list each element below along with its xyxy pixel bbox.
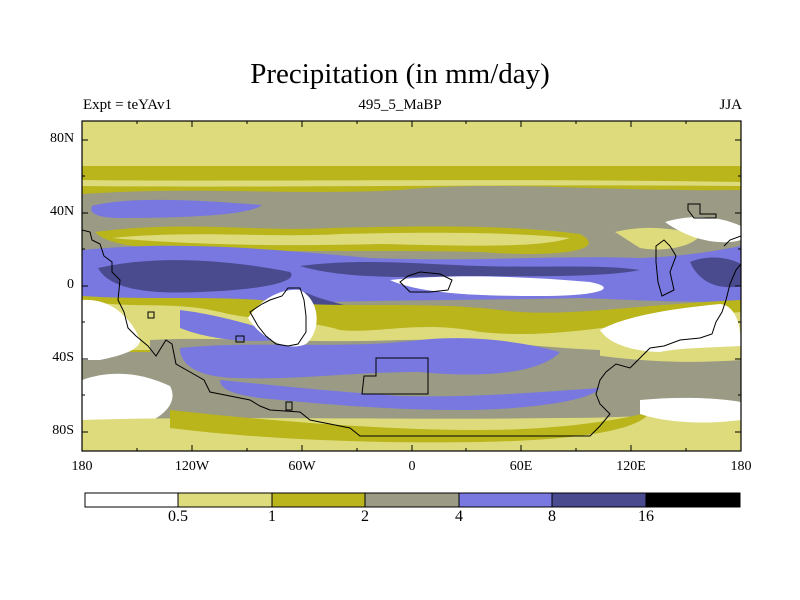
colorbar-box-6: [552, 493, 646, 507]
colorbar-box-3: [272, 493, 365, 507]
colorbar-box-7: [646, 493, 740, 507]
itcz-central: [300, 261, 640, 277]
coastline-south-blip: [285, 401, 293, 411]
lon-label: 180: [730, 459, 752, 474]
colorbar-label: 8: [548, 508, 556, 525]
colorbar-box-1: [85, 493, 178, 507]
south-blue-central: [180, 338, 560, 379]
dry-equator-strip: [390, 276, 604, 296]
colorbar-box-2: [178, 493, 272, 507]
east-pacific-light: [615, 227, 700, 250]
dry-africa: [248, 289, 317, 347]
band-antarctic-white: [640, 397, 741, 423]
period-label: 495_5_MaBP: [358, 97, 442, 113]
map-title: Precipitation (in mm/day): [250, 58, 550, 90]
lat-label: 80N: [50, 131, 75, 146]
colorbar-label: 1: [268, 508, 276, 525]
coastline-small-east: [723, 235, 741, 247]
coastline-west: [82, 229, 741, 437]
coastline-africa: [249, 287, 307, 347]
lon-label: 60W: [288, 459, 316, 474]
band-north-light: [82, 180, 741, 187]
colorbar: [84, 492, 741, 508]
precipitation-field: [82, 121, 741, 451]
coastline-north-east: [655, 239, 677, 297]
colorbar-box-4: [365, 493, 459, 507]
lat-label: 80S: [52, 423, 74, 438]
itcz-west: [98, 260, 292, 293]
coastline-southern-block: [361, 357, 429, 395]
coastline-small-northeast: [687, 203, 717, 219]
lon-label: 120W: [174, 459, 210, 474]
itcz-east: [690, 257, 741, 288]
colorbar-label: 16: [638, 508, 654, 525]
patch-north-blue: [91, 199, 262, 218]
lat-label: 40S: [52, 350, 74, 365]
lat-label: 0: [67, 277, 74, 292]
coastline-west-island-2: [235, 335, 245, 343]
lon-label: 120E: [616, 459, 646, 474]
coastline-equatorial-island: [399, 271, 453, 293]
band-arctic: [82, 121, 741, 169]
band-north-olive: [82, 166, 741, 194]
south-blue-strip: [220, 380, 600, 410]
colorbar-box-5: [459, 493, 552, 507]
colorbar-label: 2: [361, 508, 369, 525]
season-label: JJA: [719, 97, 742, 113]
lon-label: 180: [71, 459, 93, 474]
colorbar-label: 4: [455, 508, 463, 525]
dry-south-america: [82, 299, 140, 360]
coastline-west-island: [147, 311, 155, 319]
band-antarctic-olive: [170, 410, 650, 443]
lat-label: 40N: [50, 204, 75, 219]
experiment-label: Expt = teYAv1: [83, 97, 173, 113]
lon-label: 60E: [509, 459, 533, 474]
lon-label: 0: [408, 459, 416, 474]
dry-australia: [600, 304, 741, 352]
band-20n-light: [112, 232, 570, 246]
dry-southwest: [82, 373, 173, 431]
colorbar-label: 0.5: [168, 508, 188, 525]
colorbar-frame: [84, 492, 741, 508]
colorbar-dividers: [177, 493, 647, 507]
coastlines: [82, 203, 741, 437]
axis-ticks: [82, 121, 741, 451]
east-pacific-white: [665, 217, 741, 243]
